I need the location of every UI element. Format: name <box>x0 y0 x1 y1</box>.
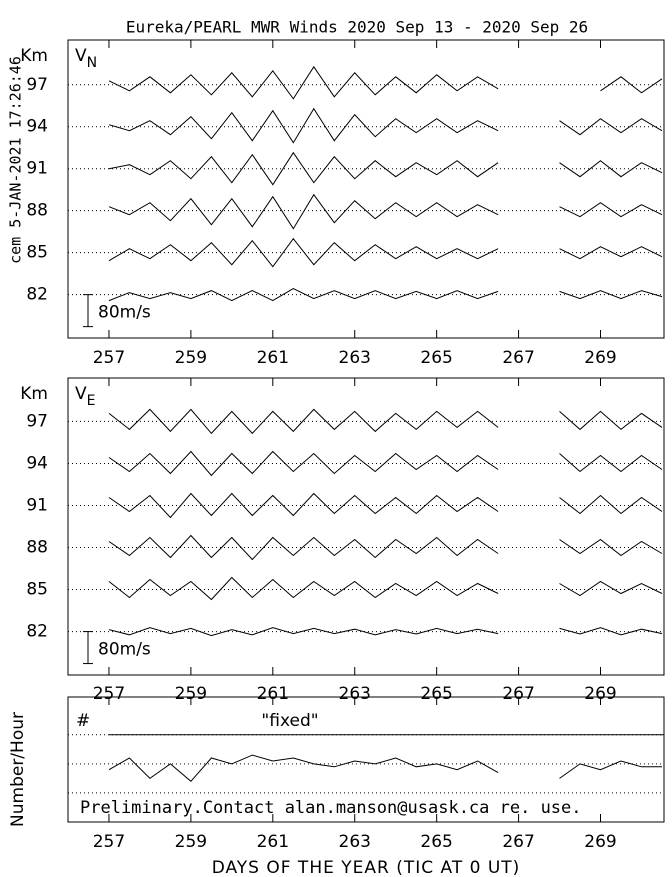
x-tick-label: 257 <box>93 684 125 704</box>
note: Preliminary.Contact alan.manson@usask.ca… <box>80 798 582 818</box>
trace <box>559 118 663 136</box>
x-tick-label: 257 <box>93 832 125 852</box>
x-tick-label: 263 <box>339 684 371 704</box>
trace <box>559 290 663 300</box>
subscript: E <box>87 393 96 409</box>
y-tick-label: 85 <box>26 580 48 600</box>
scale-bar-label: 80m/s <box>98 640 151 660</box>
x-tick-label: 263 <box>339 832 371 852</box>
x-tick-label: 265 <box>420 348 452 368</box>
trace <box>559 160 663 178</box>
trace <box>108 408 499 435</box>
symbol: V <box>75 46 87 66</box>
symbol: V <box>75 384 87 404</box>
y-tick-label: 94 <box>26 117 48 137</box>
trace <box>108 288 499 302</box>
y-unit: Km <box>20 384 48 404</box>
x-tick-label: 259 <box>175 684 207 704</box>
trace <box>108 576 499 601</box>
trace <box>559 410 663 431</box>
fixed-label: "fixed" <box>261 711 318 731</box>
x-tick-label: 269 <box>584 832 616 852</box>
x-tick-label: 269 <box>584 684 616 704</box>
plot-frame <box>67 39 665 339</box>
trace <box>559 453 663 473</box>
x-tick-label: 259 <box>175 348 207 368</box>
y-tick-label: 97 <box>26 75 48 95</box>
trace <box>559 202 663 218</box>
y-label: Number/Hour <box>8 712 28 827</box>
trace <box>108 193 499 230</box>
y-tick-label: 91 <box>26 495 48 515</box>
trace <box>108 450 499 477</box>
trace <box>108 754 499 782</box>
trace <box>108 65 499 100</box>
trace <box>108 237 499 268</box>
trace <box>559 760 662 779</box>
y-tick-label: 88 <box>26 538 48 558</box>
trace <box>108 492 499 519</box>
side-text: cem 5-JAN-2021 17:26:46 <box>7 56 25 264</box>
scale-bar-label: 80m/s <box>98 303 151 323</box>
trace <box>108 534 499 561</box>
trace <box>559 246 663 260</box>
x-tick-label: 261 <box>257 684 289 704</box>
x-tick-label: 259 <box>175 832 207 852</box>
trace <box>559 627 663 636</box>
y-tick-label: 82 <box>26 622 48 642</box>
trace <box>559 580 663 597</box>
trace <box>108 107 499 144</box>
x-tick-label: 261 <box>257 832 289 852</box>
x-tick-label: 267 <box>502 684 534 704</box>
trace <box>108 627 499 637</box>
x-tick-label: 269 <box>584 348 616 368</box>
panel-symbol: VN <box>75 46 97 71</box>
x-tick-label: 263 <box>339 348 371 368</box>
plot-frame <box>67 696 665 823</box>
x-tick-label: 257 <box>93 348 125 368</box>
trace <box>559 538 663 557</box>
x-tick-label: 261 <box>257 348 289 368</box>
x-tick-label: 265 <box>420 684 452 704</box>
y-tick-label: 97 <box>26 411 48 431</box>
y-unit: Km <box>20 46 48 66</box>
x-tick-label: 267 <box>502 832 534 852</box>
x-tick-label: 267 <box>502 348 534 368</box>
y-tick-label: 94 <box>26 453 48 473</box>
subscript: N <box>87 55 97 71</box>
trace <box>600 76 663 94</box>
trace <box>559 494 663 515</box>
x-tick-label: 265 <box>420 832 452 852</box>
y-tick-label: 85 <box>26 243 48 263</box>
panel-symbol: # <box>76 711 90 731</box>
trace <box>108 151 499 186</box>
x-label: DAYS OF THE YEAR (TIC AT 0 UT) <box>212 858 521 877</box>
y-tick-label: 91 <box>26 159 48 179</box>
chart-title: Eureka/PEARL MWR Winds 2020 Sep 13 - 202… <box>126 18 588 37</box>
y-tick-label: 88 <box>26 201 48 221</box>
y-tick-label: 82 <box>26 285 48 305</box>
panel-symbol: VE <box>75 384 96 409</box>
plot-frame <box>67 377 665 676</box>
